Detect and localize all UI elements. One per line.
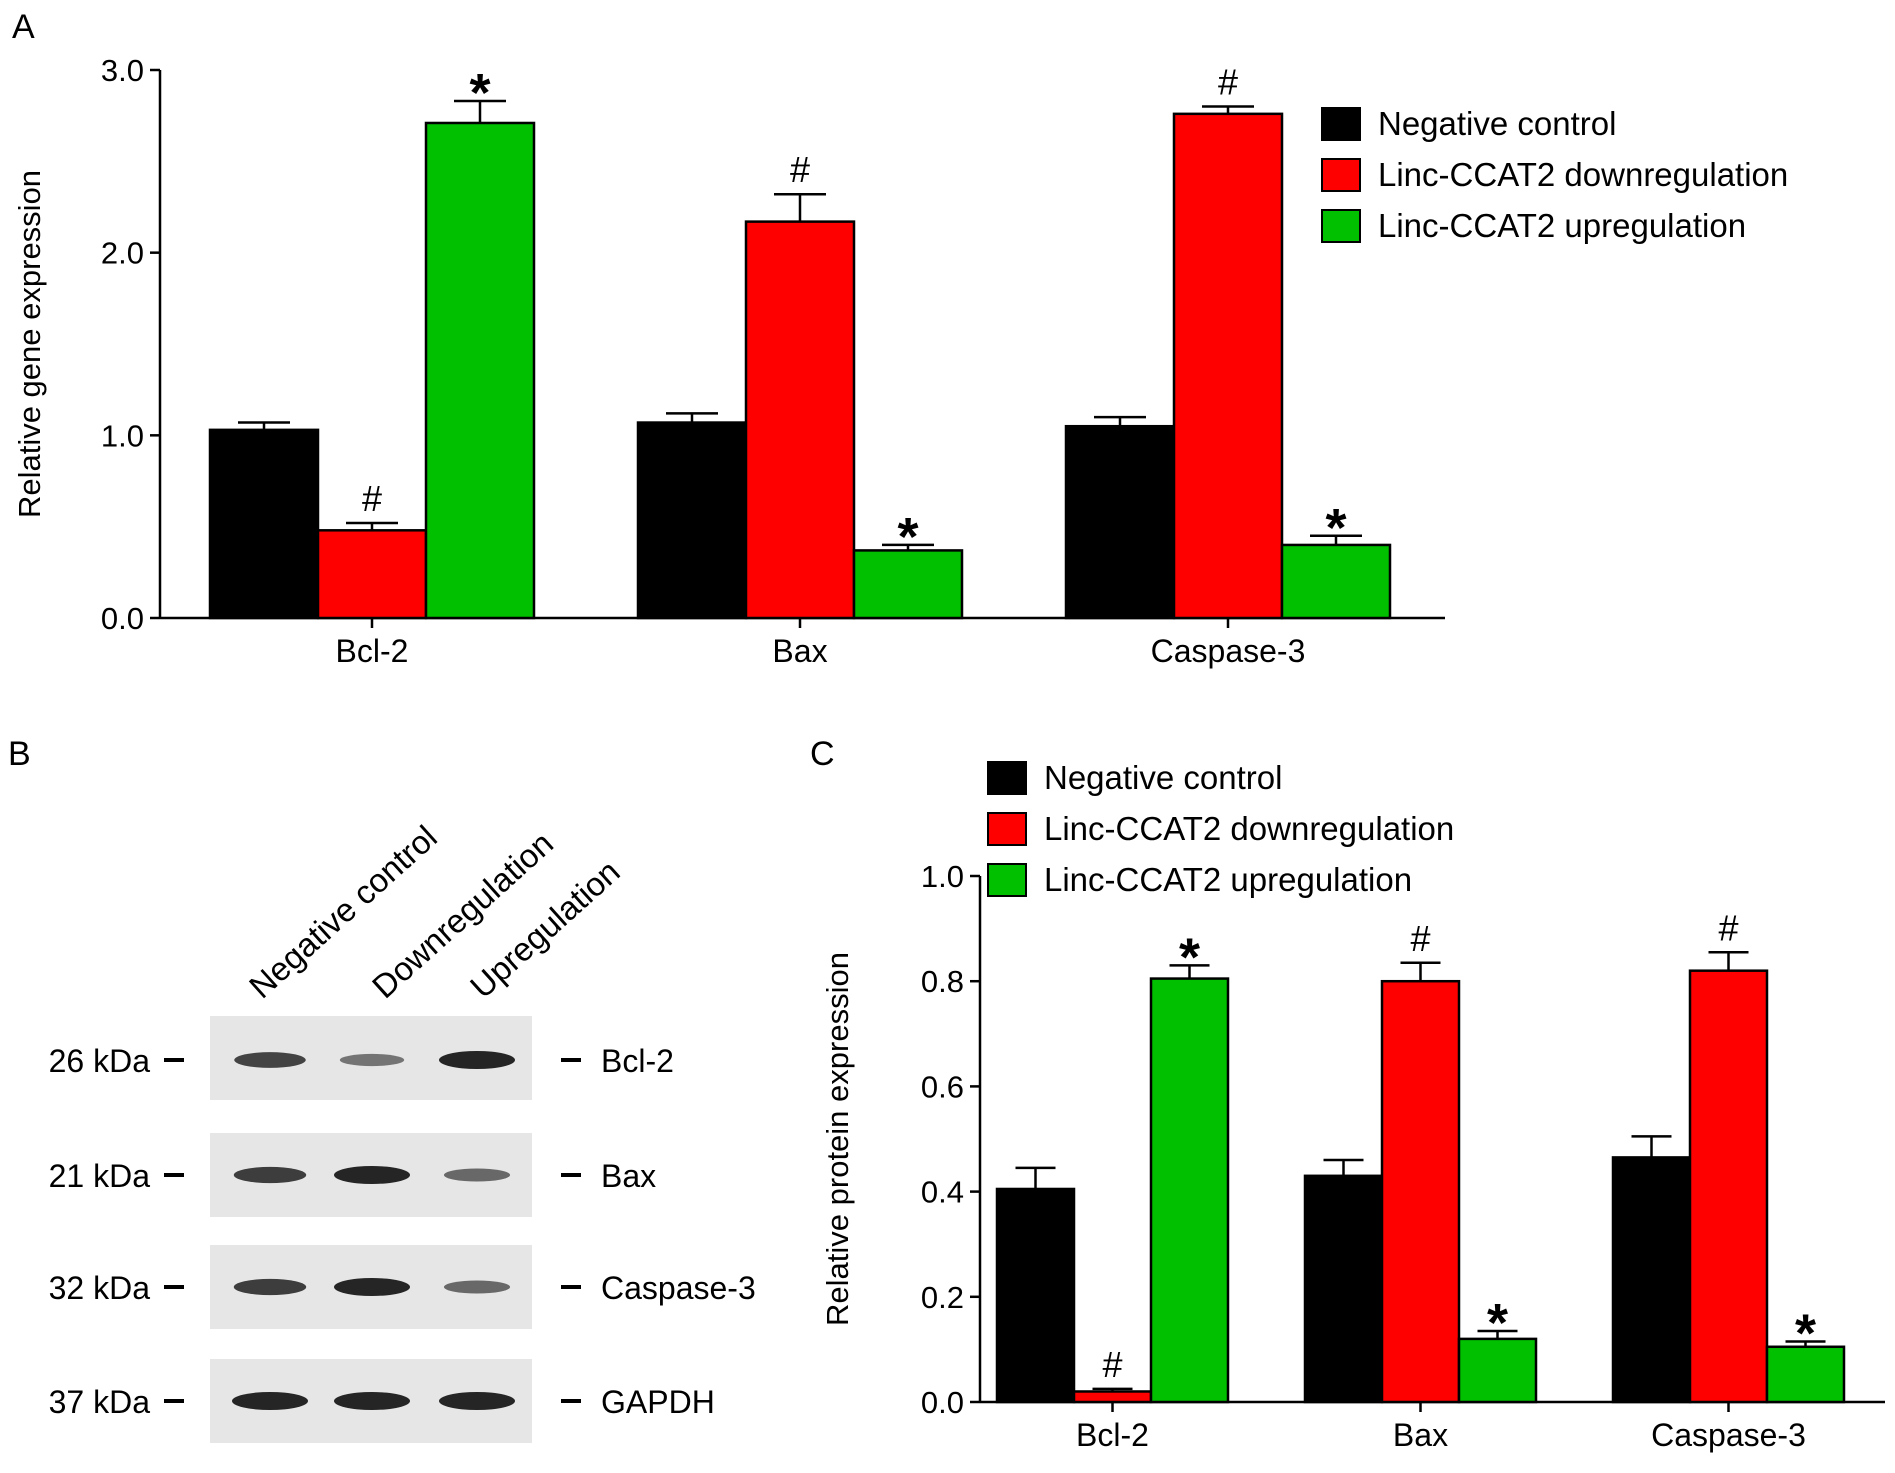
blot-band-bax-lane-2 [443,1168,511,1182]
legend-swatch-negative [987,761,1027,795]
panel-label-c: C [810,735,835,773]
significance-asterisk: * [1795,1304,1816,1364]
bar-negative-bcl-2 [995,1187,1076,1404]
blot-band-bax-lane-1 [334,1166,410,1184]
legend-swatch-up [1321,209,1361,243]
x-tick-label: Bax [1393,1417,1448,1453]
legend-label-up: Linc-CCAT2 upregulation [1378,207,1746,244]
bar-up-bcl-2 [424,121,536,620]
y-tick-label: 1.0 [921,859,964,894]
blot-band-gapdh-lane-0 [232,1392,308,1410]
bar-down-bax [1380,979,1461,1404]
bar-up-bax [852,549,964,620]
significance-hash: # [1718,907,1738,948]
y-tick-label: 0.0 [101,601,144,636]
western-blot: Negative controlDownregulationUpregulati… [49,818,756,1420]
bar-negative-caspase-3 [1064,424,1176,620]
blot-band-bax-lane-0 [233,1166,307,1184]
blot-band-caspase-3-lane-1 [334,1278,410,1296]
y-axis-label: Relative gene expression [12,170,47,518]
bar-up-caspase-3 [1280,543,1392,620]
chart-protein-expression: 0.0 0.2 0.4 0.6 0.8 1.0 Relative protein expre… [820,759,1885,1453]
y-tick-label: 0.0 [921,1385,964,1420]
significance-hash: # [1410,918,1430,959]
significance-asterisk: * [897,507,918,567]
protein-label-gapdh: GAPDH [601,1384,715,1420]
significance-asterisk: * [1179,927,1200,987]
blot-band-gapdh-lane-1 [334,1392,410,1410]
legend-swatch-negative [1321,107,1361,141]
panel-label-b: B [8,735,31,773]
blot-band-bcl-2-lane-2 [439,1051,515,1069]
blot-band-bcl-2-lane-0 [234,1052,306,1068]
bar-negative-bax [636,421,748,620]
bar-down-caspase-3 [1688,969,1769,1404]
legend-swatch-down [987,812,1027,846]
chart-gene-expression: 0.0 1.0 2.0 3.0 Relative gene expression # * Bc… [12,53,1788,669]
x-tick-label: Bcl-2 [1076,1417,1149,1453]
x-tick-label: Bax [772,633,827,669]
bar-negative-bcl-2 [208,428,320,620]
legend-label-down: Linc-CCAT2 downregulation [1378,156,1788,193]
kda-label: 37 kDa [49,1384,151,1420]
bar-down-caspase-3 [1172,112,1284,620]
y-tick-label: 3.0 [101,53,144,88]
legend-label-negative: Negative control [1378,105,1616,142]
blot-band-caspase-3-lane-2 [443,1280,511,1294]
protein-label-bcl-2: Bcl-2 [601,1043,674,1079]
significance-asterisk: * [469,63,490,123]
legend-label-down: Linc-CCAT2 downregulation [1044,810,1454,847]
bar-up-bcl-2 [1149,977,1230,1404]
y-tick-label: 1.0 [101,418,144,453]
significance-hash: # [362,478,382,519]
y-tick-label: 0.4 [921,1175,964,1210]
protein-label-bax: Bax [601,1158,656,1194]
blot-band-gapdh-lane-2 [439,1392,515,1410]
kda-label: 32 kDa [49,1270,151,1306]
x-tick-label: Caspase-3 [1151,633,1306,669]
legend-swatch-down [1321,158,1361,192]
bar-negative-caspase-3 [1611,1156,1692,1404]
bar-down-bcl-2 [316,529,428,620]
y-axis-label: Relative protein expression [820,952,855,1326]
x-tick-label: Caspase-3 [1651,1417,1806,1453]
panel-label-a: A [12,8,35,46]
bar-negative-bax [1303,1174,1384,1404]
kda-label: 26 kDa [49,1043,151,1079]
bar-down-bax [744,220,856,620]
y-tick-label: 0.2 [921,1280,964,1315]
significance-hash: # [1102,1344,1122,1385]
kda-label: 21 kDa [49,1158,151,1194]
blot-band-bcl-2-lane-1 [339,1053,405,1067]
significance-hash: # [790,149,810,190]
x-tick-label: Bcl-2 [336,633,409,669]
bar-up-caspase-3 [1765,1345,1846,1404]
legend-label-negative: Negative control [1044,759,1282,796]
blot-band-caspase-3-lane-0 [233,1278,307,1296]
y-tick-label: 0.6 [921,1069,964,1104]
protein-label-caspase-3: Caspase-3 [601,1270,756,1306]
legend-label-up: Linc-CCAT2 upregulation [1044,861,1412,898]
significance-asterisk: * [1487,1293,1508,1353]
significance-hash: # [1218,62,1238,103]
y-tick-label: 0.8 [921,964,964,999]
significance-asterisk: * [1325,498,1346,558]
legend-swatch-up [987,863,1027,897]
y-tick-label: 2.0 [101,236,144,271]
bar-down-bcl-2 [1072,1390,1153,1404]
